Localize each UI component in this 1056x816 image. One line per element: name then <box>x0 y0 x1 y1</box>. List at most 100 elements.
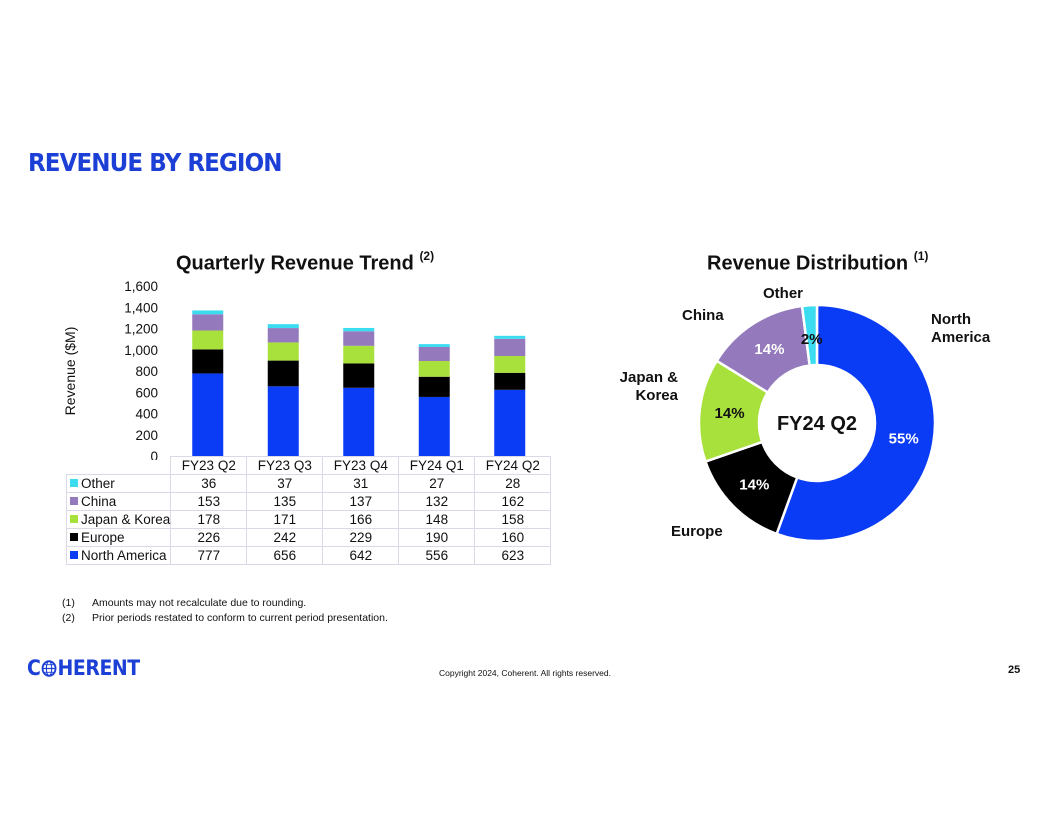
legend-entry: Japan & Korea <box>65 510 172 529</box>
x-category-label: FY24 Q2 <box>474 456 552 475</box>
donut-slice-other <box>800 303 819 367</box>
y-tick-label: 1,000 <box>124 343 158 358</box>
slice-category-label: Japan & Korea <box>620 369 679 404</box>
legend-label: North America <box>81 548 167 563</box>
bar-segment-china <box>267 328 299 343</box>
table-row: North America 777 656 642 556 623 <box>65 546 552 565</box>
x-category-label: FY23 Q2 <box>170 456 248 475</box>
table-cell: 178 <box>170 510 248 529</box>
bar-segment-europe <box>267 360 299 387</box>
legend-entry: China <box>65 492 172 511</box>
bar-segment-japan_korea <box>267 342 299 361</box>
bar-segment-north_america <box>267 386 299 456</box>
table-row: China 153 135 137 132 162 <box>65 492 552 511</box>
y-tick-label: 1,400 <box>124 300 158 315</box>
table-row: Japan & Korea 178 171 166 148 158 <box>65 510 552 529</box>
table-cell: 623 <box>474 546 552 565</box>
logo-text-left: C <box>27 656 41 680</box>
bar-segment-japan_korea <box>343 345 375 364</box>
legend-swatch <box>70 515 78 523</box>
y-tick-label: 1,200 <box>124 322 158 337</box>
y-tick-label: 1,600 <box>124 279 158 294</box>
table-cell: 137 <box>322 492 400 511</box>
bar-chart: 0 200 400 600 800 1,000 1,200 1,400 1,600 Revenue… <box>62 279 526 460</box>
bar-segment-china <box>418 346 450 362</box>
bar-chart-title-note: (2) <box>419 249 435 263</box>
table-cell: 642 <box>322 546 400 565</box>
footnote-number: (2) <box>62 612 75 624</box>
slice-percent-label: 55% <box>889 430 919 447</box>
bar-segment-japan_korea <box>418 361 450 377</box>
donut-chart-title: Revenue Distribution (1) <box>707 249 928 276</box>
bar-chart-title-text: Quarterly Revenue Trend <box>176 252 414 275</box>
table-cell: 556 <box>398 546 476 565</box>
legend-swatch <box>70 497 78 505</box>
bar-segment-japan_korea <box>192 330 224 350</box>
table-cell: 158 <box>474 510 552 529</box>
table-cell: 166 <box>322 510 400 529</box>
bar-segment-europe <box>192 349 224 374</box>
legend-entry: Europe <box>65 528 172 547</box>
bar-segment-north_america <box>192 373 224 456</box>
bar-segment-china <box>343 331 375 346</box>
bar-segment-other <box>418 344 450 347</box>
table-header-row: FY23 Q2 FY23 Q3 FY23 Q4 FY24 Q1 FY24 Q2 <box>67 456 552 475</box>
table-cell: 36 <box>170 474 248 493</box>
bar-segment-north_america <box>343 387 375 456</box>
donut-slice-north_america <box>775 303 937 543</box>
table-cell: 242 <box>246 528 324 547</box>
table-corner <box>67 457 171 475</box>
bar-segment-china <box>192 314 224 331</box>
data-table: FY23 Q2 FY23 Q3 FY23 Q4 FY24 Q1 FY24 Q2 Other… <box>65 456 552 565</box>
coherent-logo: C HERENT <box>27 656 140 680</box>
table-cell: 656 <box>246 546 324 565</box>
slice-percent-label: 14% <box>715 405 745 422</box>
table-cell: 148 <box>398 510 476 529</box>
legend-swatch <box>70 551 78 559</box>
y-tick-label: 200 <box>135 428 158 443</box>
table-cell: 226 <box>170 528 248 547</box>
legend-label: Japan & Korea <box>81 512 171 527</box>
bar-segment-japan_korea <box>494 356 526 373</box>
page-title: REVENUE BY REGION <box>28 148 282 177</box>
table-row: Other 36 37 31 27 28 <box>65 474 552 493</box>
bar-segment-north_america <box>418 396 450 456</box>
bar-chart-title: Quarterly Revenue Trend (2) <box>176 249 435 276</box>
y-tick-label: 400 <box>135 407 158 422</box>
slice-category-label: China <box>682 307 724 324</box>
y-tick-label: 800 <box>135 364 158 379</box>
table-cell: 153 <box>170 492 248 511</box>
table-cell: 171 <box>246 510 324 529</box>
table-cell: 190 <box>398 528 476 547</box>
bar-segment-europe <box>494 372 526 390</box>
bar-segment-other <box>494 335 526 339</box>
page-number: 25 <box>1008 664 1021 676</box>
footnotes: (1) Amounts may not recalculate due to ro… <box>62 596 388 626</box>
donut-center-label: FY24 Q2 <box>777 413 857 435</box>
slice-percent-label: 14% <box>754 341 784 358</box>
y-axis-label: Revenue ($M) <box>62 327 78 416</box>
legend-swatch <box>70 533 78 541</box>
table-cell: 31 <box>322 474 400 493</box>
table-row: Europe 226 242 229 190 160 <box>65 528 552 547</box>
bar-segment-other <box>192 310 224 315</box>
logo-text-right: HERENT <box>57 656 141 680</box>
footnote-text: Prior periods restated to conform to cur… <box>92 612 388 624</box>
globe-icon <box>41 659 57 677</box>
slice-percent-label: 2% <box>801 331 823 348</box>
bar-segment-north_america <box>494 389 526 456</box>
bar-segment-china <box>494 338 526 357</box>
x-category-label: FY23 Q4 <box>322 456 400 475</box>
table-cell: 162 <box>474 492 552 511</box>
legend-label: China <box>81 494 117 509</box>
legend-label: Europe <box>81 530 125 545</box>
donut-chart-title-text: Revenue Distribution <box>707 252 909 275</box>
legend-entry: Other <box>65 474 172 493</box>
bar-segment-other <box>267 324 299 329</box>
table-cell: 132 <box>398 492 476 511</box>
slice-category-label: Europe <box>671 523 723 540</box>
slice-category-label: North America <box>931 311 991 346</box>
table-cell: 135 <box>246 492 324 511</box>
table-cell: 160 <box>474 528 552 547</box>
legend-entry: North America <box>65 546 172 565</box>
